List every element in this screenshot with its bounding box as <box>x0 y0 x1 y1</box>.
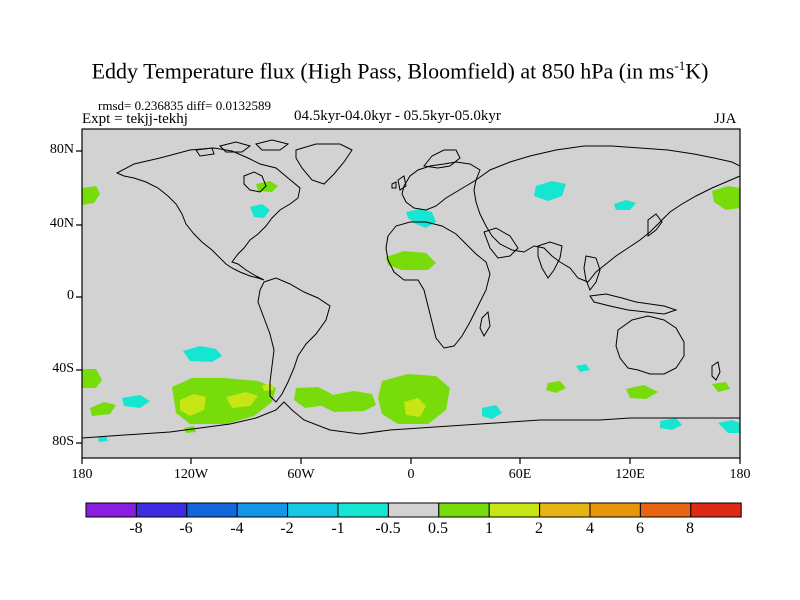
patch-neg <box>122 395 150 408</box>
patch-pos <box>82 186 100 205</box>
patch-pos <box>90 402 116 416</box>
lon-label: 60W <box>287 467 315 482</box>
stats-label: rmsd= 0.236835 diff= 0.0132589 <box>98 98 271 113</box>
colorbar-box <box>236 502 289 518</box>
coast-scandinavia <box>423 149 461 169</box>
patch-pos <box>322 391 376 412</box>
lon-label: 120W <box>173 467 209 482</box>
colorbar <box>85 502 742 518</box>
coast-madagascar <box>479 310 491 338</box>
colorbar-box <box>589 502 641 518</box>
colorbar-label: -8 <box>129 520 143 537</box>
lon-label: 180 <box>729 467 751 482</box>
lon-label: 0 <box>407 467 415 482</box>
patch-pos-mid <box>404 398 426 417</box>
coast-asia <box>473 145 741 283</box>
lat-label: 0 <box>67 288 74 303</box>
colorbar-label: 8 <box>686 520 694 537</box>
colorbar-label: -1 <box>331 520 345 537</box>
patch-pos <box>256 181 278 192</box>
colorbar-label: -4 <box>230 520 244 537</box>
colorbar-box <box>85 502 137 518</box>
patch-pos-mid <box>262 384 274 391</box>
map-frame <box>76 128 741 464</box>
title-text: Eddy Temperature flux (High Pass, Bloomf… <box>91 58 675 84</box>
patch-neg <box>250 204 270 218</box>
lat-label: 80S <box>52 434 74 449</box>
colorbar-box <box>337 502 389 518</box>
colorbar-boxes <box>85 502 742 518</box>
colorbar-label: 4 <box>586 520 594 537</box>
colorbar-box <box>639 502 692 518</box>
patch-pos-mid <box>180 394 206 416</box>
patch-pos <box>712 382 730 392</box>
coast-hudson-bay <box>243 171 267 193</box>
coast-north-america <box>115 147 301 281</box>
title-superscript: -1 <box>674 58 686 73</box>
title-unit-tail: K) <box>685 58 709 84</box>
coast-japan <box>647 213 663 237</box>
coast-indonesia <box>589 293 678 315</box>
colorbar-box <box>438 502 490 518</box>
lon-label: 180 <box>71 467 93 482</box>
lon-label: 120E <box>615 467 645 482</box>
colorbar-box <box>539 502 591 518</box>
patch-neg <box>183 346 222 362</box>
axis-ticks <box>76 150 741 464</box>
colorbar-label: -6 <box>179 520 193 537</box>
patch-neg <box>534 181 566 201</box>
colorbar-label: 1 <box>485 520 493 537</box>
patch-neg <box>660 418 682 430</box>
coast-new-zealand <box>711 361 721 381</box>
patch-neg <box>482 405 502 419</box>
lat-label: 40S <box>52 361 74 376</box>
patch-pos <box>626 385 658 399</box>
coast-arctic-islands <box>195 139 290 157</box>
patch-pos <box>294 387 332 408</box>
coast-india <box>537 241 563 279</box>
colorbar-box <box>690 502 742 518</box>
coast-greenland <box>295 143 353 185</box>
patch-pos <box>82 369 102 388</box>
coastlines <box>81 139 741 439</box>
patch-pos <box>546 381 566 393</box>
experiment-label: Expt = tekjj-tekhj <box>82 111 188 127</box>
season-label: JJA <box>714 111 737 127</box>
colorbar-label: 0.5 <box>428 520 448 537</box>
lon-label: 60E <box>508 467 532 482</box>
lat-label: 80N <box>49 142 74 157</box>
coast-africa <box>385 221 491 349</box>
colorbar-label: -2 <box>280 520 294 537</box>
colorbar-box <box>186 502 238 518</box>
coast-australia <box>615 315 685 375</box>
colorbar-box <box>287 502 339 518</box>
patch-neg <box>614 200 636 210</box>
coast-south-america <box>257 277 331 403</box>
patch-neg <box>576 364 590 372</box>
patch-neg <box>98 436 108 442</box>
patch-pos <box>378 374 450 424</box>
coast-british-isles <box>391 175 407 191</box>
field-patches <box>82 181 740 442</box>
colorbar-label: 6 <box>636 520 644 537</box>
colorbar-label: 2 <box>535 520 543 537</box>
colorbar-label: -0.5 <box>375 520 401 537</box>
coast-southeast-asia <box>583 255 601 292</box>
coast-antarctica <box>81 401 740 439</box>
colorbar-box <box>387 502 440 518</box>
colorbar-box <box>135 502 188 518</box>
patch-pos-mid <box>226 392 258 408</box>
patch-neg <box>718 420 740 433</box>
patch-pos <box>386 251 436 270</box>
patch-pos <box>712 186 740 210</box>
lat-label: 40N <box>49 216 74 231</box>
period-label: 04.5kyr-04.0kyr - 05.5kyr-05.0kyr <box>294 108 501 124</box>
patch-neg <box>406 209 436 228</box>
colorbar-box <box>488 502 541 518</box>
coast-arabia <box>483 227 519 259</box>
plot-title: Eddy Temperature flux (High Pass, Bloomf… <box>0 58 800 84</box>
